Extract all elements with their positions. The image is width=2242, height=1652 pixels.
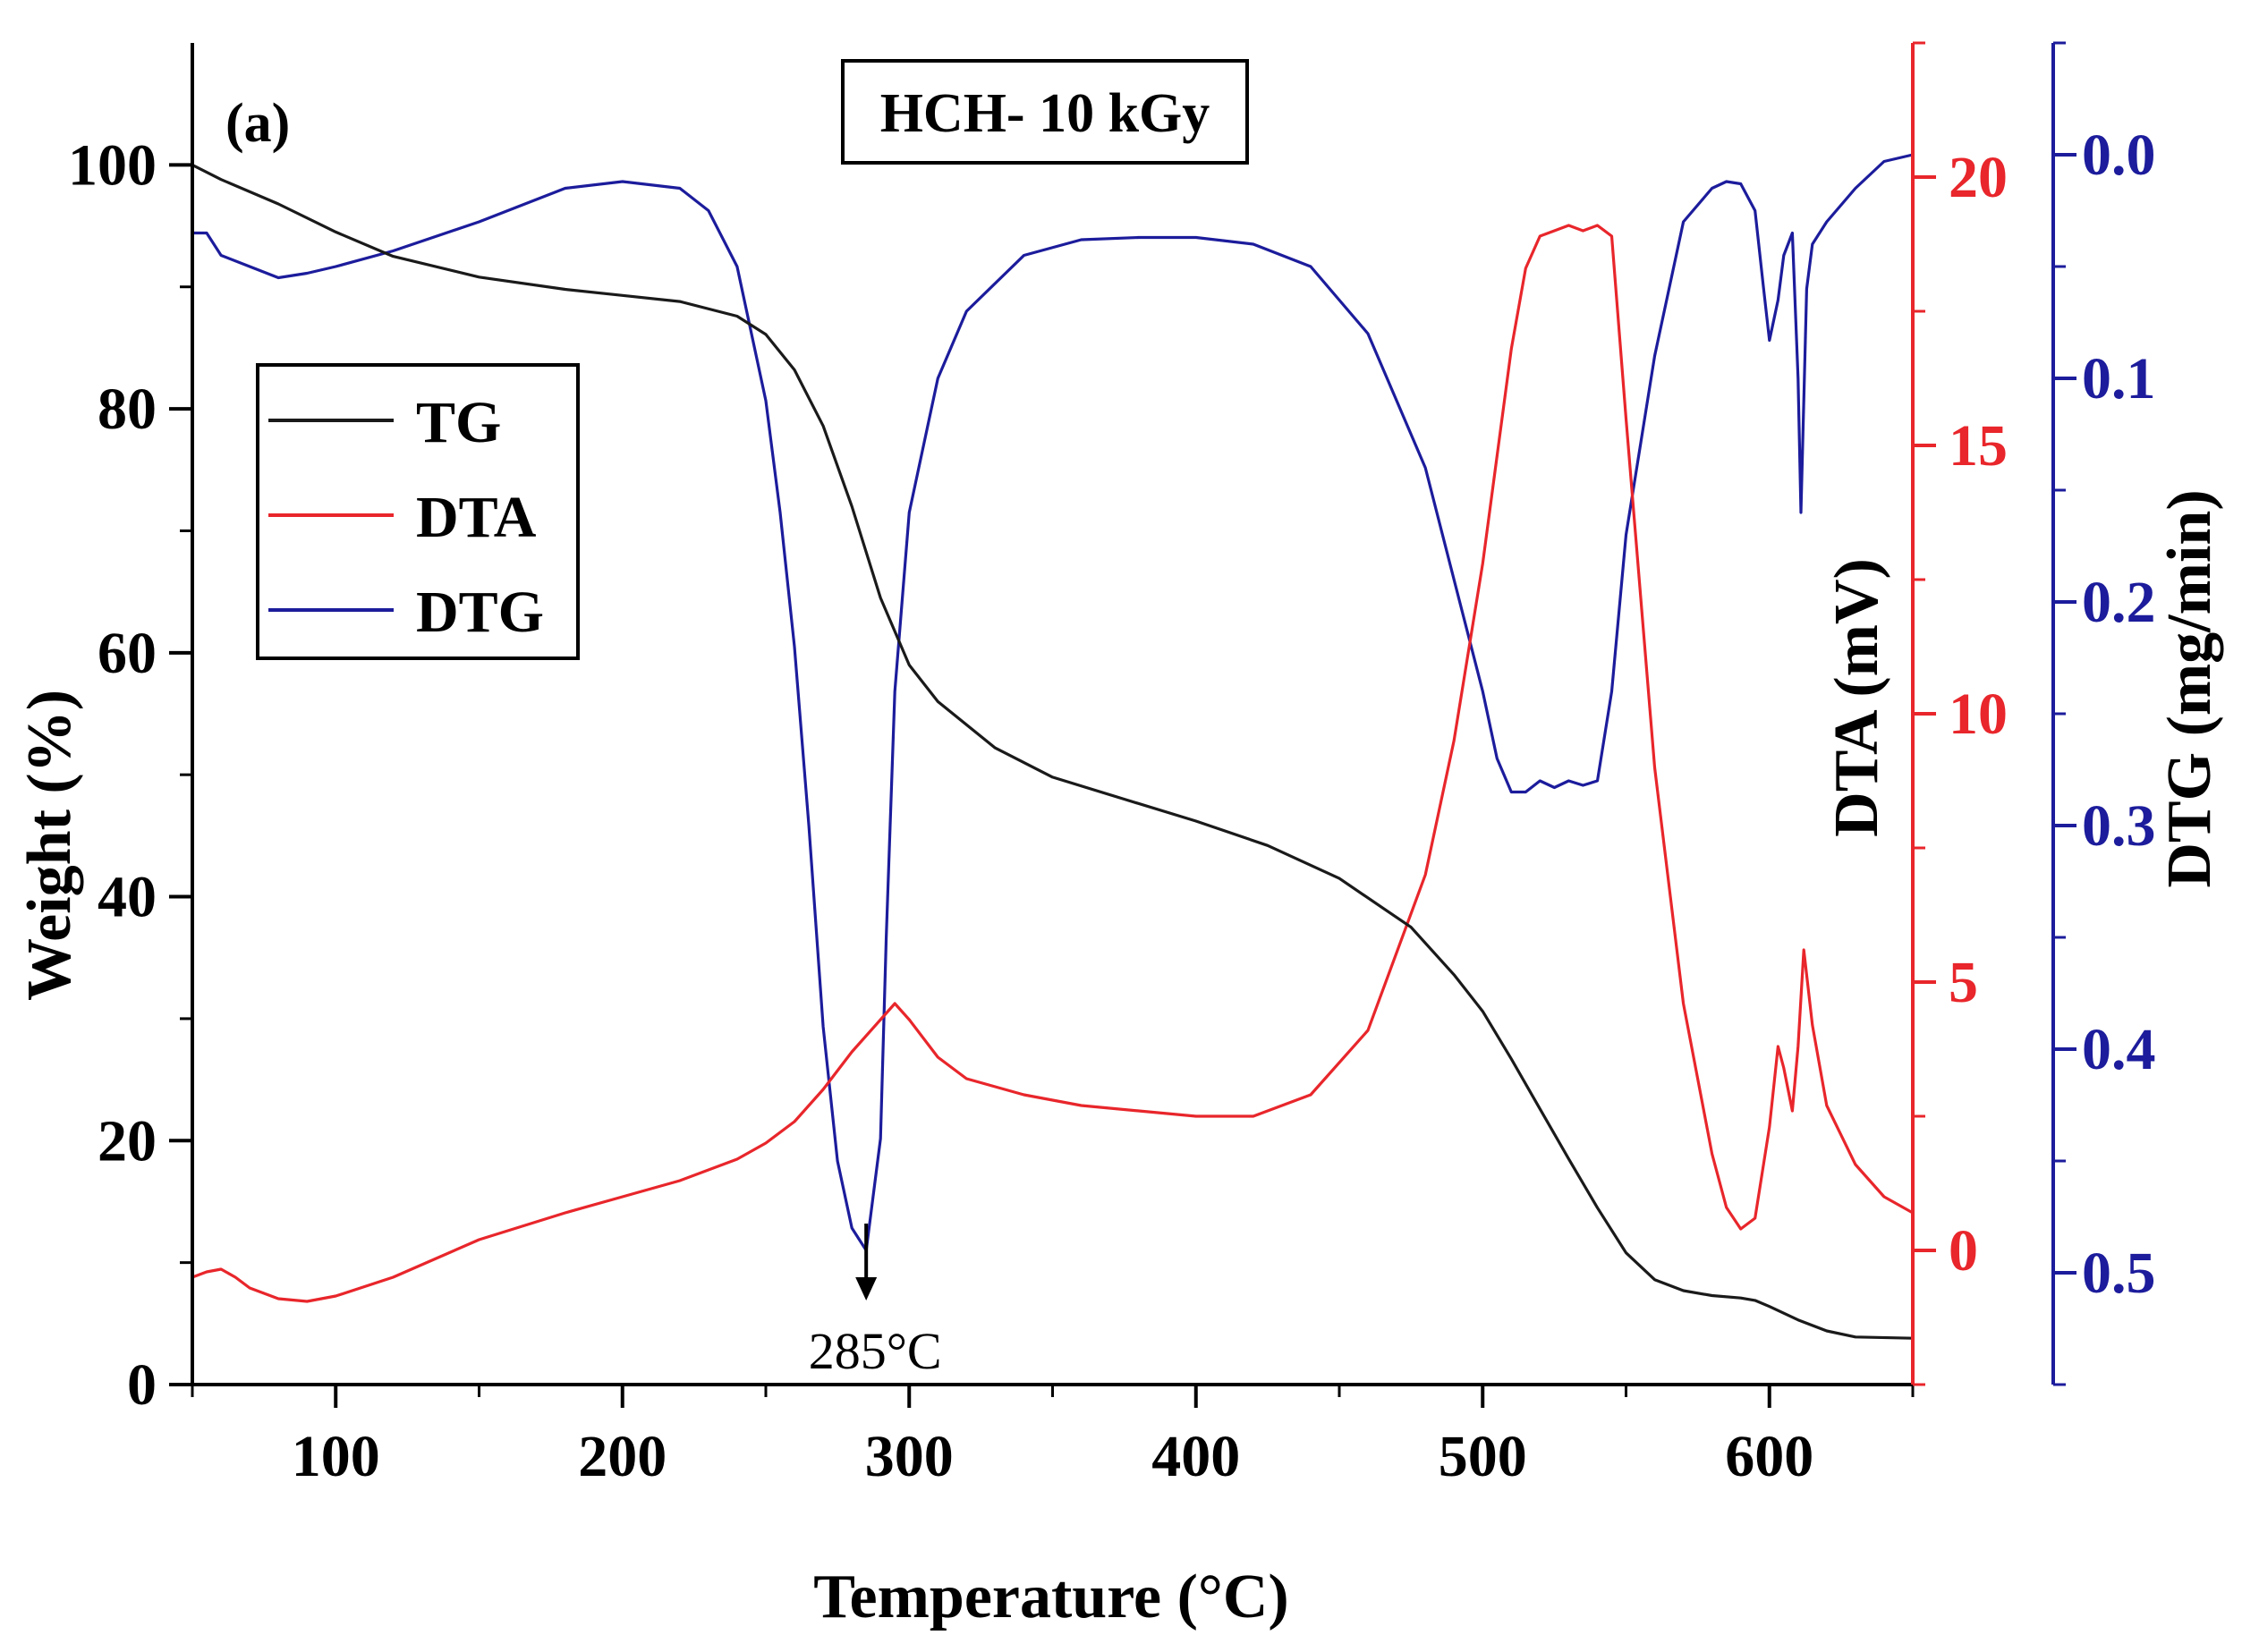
y-left-tick-label: 40 [98,865,157,930]
y-dta-tick-label: 10 [1949,682,2008,747]
y-left-tick-label: 0 [127,1352,157,1418]
title-box [841,59,1249,165]
legend-label-dta: DTA [416,485,537,550]
x-tick-label: 500 [1439,1424,1527,1489]
x-tick-label: 100 [292,1424,380,1489]
y-dta-tick-label: 5 [1949,950,1978,1015]
legend: TG DTA DTG [256,363,580,660]
legend-label-dtg: DTG [416,580,544,645]
y-dtg-axis-title: DTG (mg/min) [2155,489,2224,887]
y-dta-tick-label: 0 [1949,1218,1978,1283]
y-left-tick-label: 100 [68,132,157,198]
series-line-tg [191,163,1914,1340]
x-tick-label: 200 [578,1424,667,1489]
x-axis-title: Temperature (°C) [813,1563,1289,1631]
annotation-label: 285°C [809,1322,942,1380]
chart-title: HCH- 10 kGy [880,83,1210,144]
y-left-tick-label: 60 [98,621,157,686]
y-dtg-tick-label: 0.5 [2082,1241,2156,1306]
legend-label-tg: TG [416,390,501,455]
y-dta-tick-label: 20 [1949,145,2008,210]
y-dta-axis-title: DTA (mV) [1822,558,1891,837]
y-dtg-tick-label: 0.0 [2082,123,2156,188]
panel-label: (a) [225,93,290,154]
y-dtg-tick-label: 0.3 [2082,793,2156,859]
plot-axes: 100 200 300 400 500 600 0 20 40 60 80 100 0 5 10 15 20 0.… [68,41,2156,1489]
plot-series [191,153,1914,1340]
series-line-dta [191,224,1914,1303]
y-dtg-tick-label: 0.2 [2082,570,2156,635]
y-left-tick-label: 20 [98,1108,157,1173]
annotation-arrow-head [855,1277,878,1300]
y-left-axis-title: Weight (%) [15,690,84,1001]
x-tick-label: 400 [1151,1424,1240,1489]
x-tick-label: 600 [1725,1424,1813,1489]
y-dta-tick-label: 15 [1949,413,2008,479]
series-line-dtg [192,153,1914,1252]
y-dtg-tick-label: 0.4 [2082,1017,2156,1082]
y-dtg-tick-label: 0.1 [2082,346,2156,411]
peak-annotation: 285°C [809,1224,942,1380]
y-left-tick-label: 80 [98,377,157,442]
x-tick-label: 300 [865,1424,954,1489]
